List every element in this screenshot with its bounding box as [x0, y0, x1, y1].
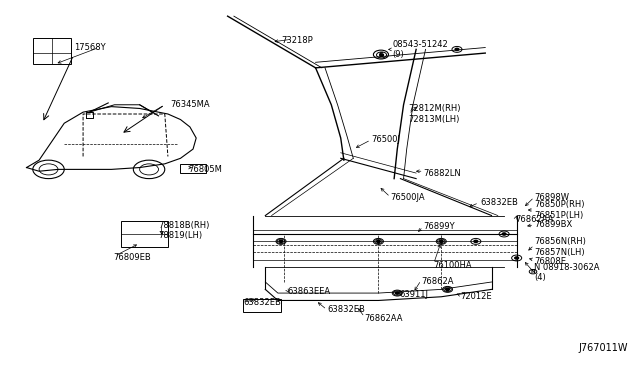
Bar	[121, 221, 168, 247]
Circle shape	[279, 240, 283, 243]
Text: 76805M: 76805M	[189, 165, 223, 174]
Circle shape	[376, 240, 380, 243]
Text: 17568Y: 17568Y	[74, 43, 105, 52]
Text: 76500JA: 76500JA	[390, 193, 425, 202]
Text: 72812M(RH)
72813M(LH): 72812M(RH) 72813M(LH)	[408, 104, 461, 124]
Circle shape	[440, 240, 443, 243]
Text: 73218P: 73218P	[281, 36, 313, 45]
Text: 76808E: 76808E	[534, 257, 566, 266]
Text: J767011W: J767011W	[579, 343, 628, 353]
Text: 76899Y: 76899Y	[423, 222, 454, 231]
Text: 76862AA: 76862AA	[365, 314, 403, 323]
Text: 76850P(RH)
76851P(LH): 76850P(RH) 76851P(LH)	[534, 200, 585, 220]
Text: 72012E: 72012E	[460, 292, 492, 301]
Text: S: S	[378, 52, 383, 58]
Circle shape	[445, 288, 449, 291]
Text: 76882LN: 76882LN	[424, 169, 461, 177]
Text: 76862AA: 76862AA	[515, 215, 554, 224]
Text: 76898W: 76898W	[534, 193, 569, 202]
Circle shape	[396, 292, 399, 294]
Text: 76500J: 76500J	[371, 135, 400, 144]
Circle shape	[474, 240, 477, 243]
Text: 63832EB: 63832EB	[327, 305, 365, 314]
Circle shape	[455, 48, 459, 51]
Bar	[33, 38, 70, 64]
Circle shape	[380, 54, 383, 56]
Circle shape	[515, 257, 518, 259]
Text: 76345MA: 76345MA	[170, 100, 209, 109]
Text: 63832EB: 63832EB	[243, 298, 281, 307]
Text: N 08918-3062A
(4): N 08918-3062A (4)	[534, 263, 600, 282]
Text: 76856N(RH)
76857N(LH): 76856N(RH) 76857N(LH)	[534, 237, 586, 257]
Bar	[243, 299, 281, 311]
Text: 08543-51242
(9): 08543-51242 (9)	[392, 40, 448, 59]
Text: 78818B(RH)
78819(LH): 78818B(RH) 78819(LH)	[159, 221, 210, 240]
Text: 63832EB: 63832EB	[480, 198, 518, 207]
Text: 63863EEA: 63863EEA	[287, 287, 330, 296]
Text: 76809EB: 76809EB	[113, 253, 151, 263]
Text: N: N	[531, 269, 535, 274]
Text: 63911J: 63911J	[399, 291, 428, 299]
Text: 76899BX: 76899BX	[534, 220, 573, 229]
Circle shape	[502, 233, 506, 235]
Bar	[180, 164, 205, 173]
Text: 76862A: 76862A	[421, 278, 454, 286]
Text: 76100HA: 76100HA	[434, 261, 472, 270]
